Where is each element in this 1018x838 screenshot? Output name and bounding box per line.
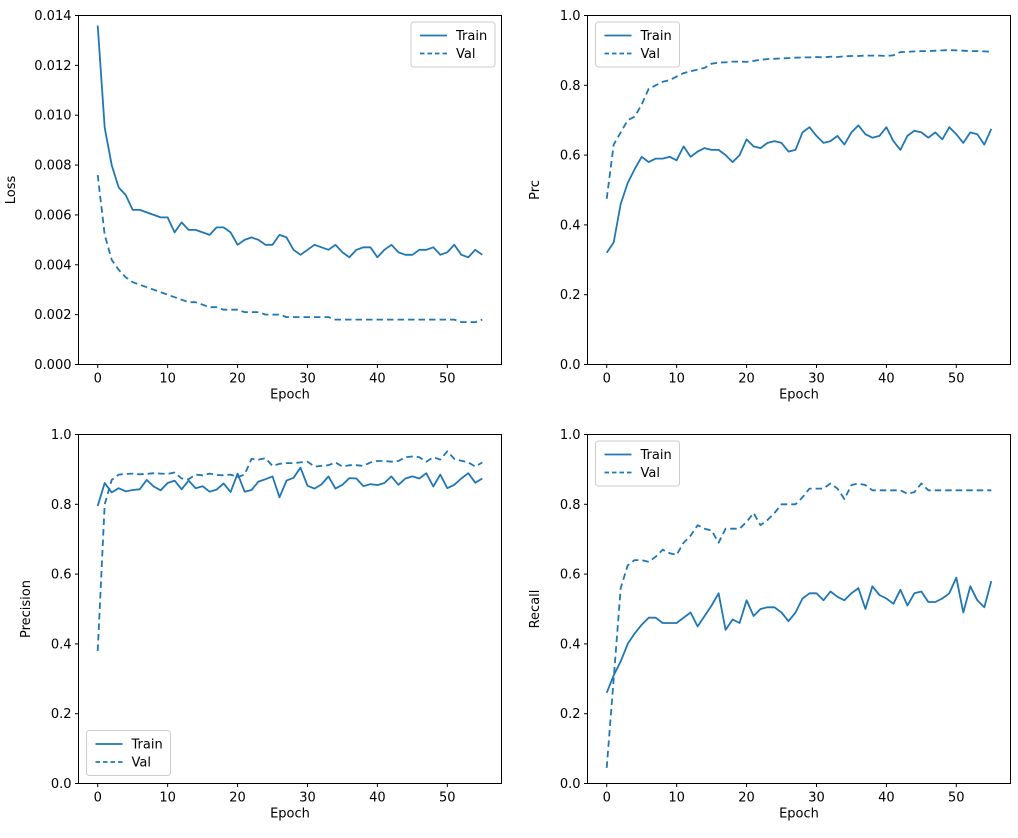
y-tick-label: 0.012 [34, 59, 71, 74]
y-tick-label: 1.0 [560, 428, 581, 443]
y-tick-label: 0.0 [560, 777, 581, 792]
x-axis-label: Epoch [779, 387, 819, 402]
legend-label: Val [456, 47, 475, 62]
legend-label: Train [455, 29, 487, 44]
y-tick-label: 0.014 [34, 9, 71, 24]
loss-chart: 0 10 20 30 40 50 0.000 0.002 0.004 0.006 0.008 0.01… [4, 9, 502, 402]
x-tick-label: 40 [369, 371, 386, 386]
y-tick-label: 1.0 [560, 9, 581, 24]
y-tick-label: 1.0 [51, 428, 72, 443]
legend: Train Val [595, 21, 680, 68]
legend-label: Val [641, 47, 660, 62]
y-tick-label: 0.006 [34, 208, 71, 223]
axes-spines [587, 434, 1011, 784]
y-axis-label: Prc [528, 180, 543, 200]
x-tick-label: 10 [159, 371, 176, 386]
series-line-val [96, 450, 483, 651]
x-tick-label: 0 [94, 790, 102, 805]
series-line-train [96, 25, 483, 259]
x-tick-label: 0 [94, 371, 102, 386]
legend-box [595, 21, 680, 68]
x-tick-label: 50 [439, 371, 456, 386]
y-tick-label: 0.6 [560, 568, 581, 583]
series-line-train [605, 124, 993, 254]
x-tick-label: 30 [808, 790, 825, 805]
precision-chart: 0 10 20 30 40 50 0.0 0.2 0.4 0.6 0.8 1.0 Epoch Precis… [19, 428, 502, 821]
x-tick-label: 20 [229, 790, 246, 805]
axes-spines [78, 15, 502, 365]
y-tick-label: 0.008 [34, 159, 71, 174]
y-axis-label: Precision [19, 580, 34, 638]
legend-label: Val [641, 466, 660, 481]
x-tick-label: 30 [808, 371, 825, 386]
x-tick-label: 40 [369, 790, 386, 805]
prc-chart: 0 10 20 30 40 50 0.0 0.2 0.4 0.6 0.8 1.0 Epoch Prc Tra… [528, 9, 1011, 402]
y-tick-label: 0.8 [560, 498, 581, 513]
legend: Train Val [86, 730, 171, 776]
y-tick-label: 0.2 [51, 707, 72, 722]
legend-label: Train [640, 29, 672, 44]
x-tick-label: 20 [229, 371, 246, 386]
y-tick-label: 0.4 [560, 637, 581, 652]
x-tick-label: 30 [299, 790, 316, 805]
series-line-val [605, 482, 992, 768]
series-line-val [605, 49, 992, 199]
y-tick-label: 0.002 [34, 308, 71, 323]
x-tick-label: 20 [738, 371, 755, 386]
y-tick-label: 0.8 [560, 79, 581, 94]
x-tick-label: 10 [668, 790, 685, 805]
legend-box [410, 21, 496, 68]
x-axis-label: Epoch [779, 806, 819, 821]
y-tick-label: 0.6 [560, 149, 581, 164]
y-axis-label: Loss [4, 176, 19, 205]
legend-box [86, 730, 171, 776]
x-tick-label: 0 [603, 371, 611, 386]
x-tick-label: 50 [948, 371, 965, 386]
y-tick-label: 0.6 [51, 568, 72, 583]
x-tick-label: 50 [948, 790, 965, 805]
legend: Train Val [595, 440, 680, 487]
y-tick-label: 0.0 [51, 777, 72, 792]
series-line-train [96, 466, 483, 507]
y-axis-label: Recall [528, 590, 543, 629]
y-tick-label: 0.0 [560, 358, 581, 373]
legend: Train Val [410, 21, 496, 68]
x-tick-label: 20 [738, 790, 755, 805]
y-tick-label: 0.2 [560, 707, 581, 722]
y-tick-label: 0.2 [560, 288, 581, 303]
x-tick-label: 30 [299, 371, 316, 386]
x-tick-label: 10 [668, 371, 685, 386]
legend-box [595, 440, 680, 487]
prc-subplot: 0 10 20 30 40 50 0.0 0.2 0.4 0.6 0.8 1.0 Epoch Prc Tra… [509, 0, 1018, 419]
recall-subplot: 0 10 20 30 40 50 0.0 0.2 0.4 0.6 0.8 1.0 Epoch Recall… [509, 419, 1018, 838]
y-tick-label: 0.004 [34, 258, 71, 273]
y-tick-label: 0.4 [51, 637, 72, 652]
legend-label: Train [131, 738, 163, 753]
series-line-train [605, 576, 993, 694]
recall-chart: 0 10 20 30 40 50 0.0 0.2 0.4 0.6 0.8 1.0 Epoch Recall… [528, 428, 1011, 821]
axes-spines [587, 15, 1011, 365]
x-tick-label: 10 [159, 790, 176, 805]
y-tick-label: 0.4 [560, 218, 581, 233]
axes-spines [78, 434, 502, 784]
y-tick-label: 0.8 [51, 498, 72, 513]
loss-subplot: 0 10 20 30 40 50 0.000 0.002 0.004 0.006 0.008 0.01… [0, 0, 509, 419]
y-tick-label: 0.000 [34, 358, 71, 373]
legend-label: Train [640, 448, 672, 463]
x-axis-label: Epoch [270, 387, 310, 402]
x-tick-label: 50 [439, 790, 456, 805]
precision-subplot: 0 10 20 30 40 50 0.0 0.2 0.4 0.6 0.8 1.0 Epoch Precis… [0, 419, 509, 838]
y-tick-label: 0.010 [34, 109, 71, 124]
series-line-val [96, 174, 483, 324]
x-axis-label: Epoch [270, 806, 310, 821]
legend-label: Val [132, 756, 151, 771]
x-tick-label: 40 [878, 790, 895, 805]
x-tick-label: 0 [603, 790, 611, 805]
x-tick-label: 40 [878, 371, 895, 386]
